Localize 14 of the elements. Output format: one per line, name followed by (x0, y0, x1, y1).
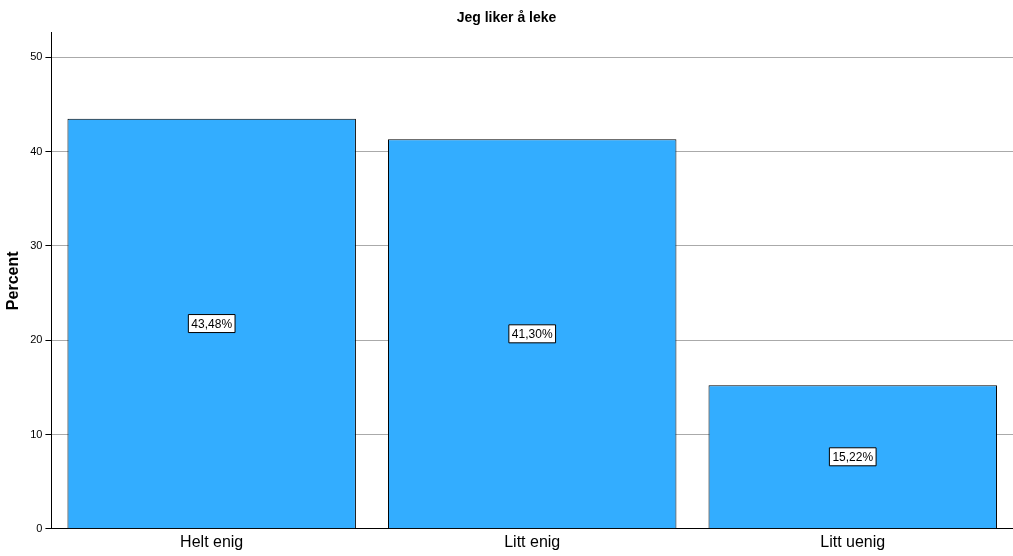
y-tick-label: 30 (30, 238, 43, 251)
x-tick-label: Litt uenig (820, 532, 886, 550)
y-tick-label: 20 (30, 333, 43, 346)
y-tick-label: 0 (36, 521, 43, 534)
y-tick-label: 10 (30, 427, 43, 440)
chart-title: Jeg liker å leke (456, 9, 557, 26)
y-tick-label: 50 (30, 50, 43, 63)
data-label: 15,22% (832, 450, 874, 465)
y-axis-title: Percent (4, 250, 22, 311)
data-label: 43,48% (191, 316, 233, 331)
data-label: 41,30% (511, 327, 553, 342)
x-tick-label: Helt enig (180, 532, 244, 550)
x-tick-label: Litt enig (504, 532, 561, 550)
y-tick-label: 40 (30, 144, 43, 157)
